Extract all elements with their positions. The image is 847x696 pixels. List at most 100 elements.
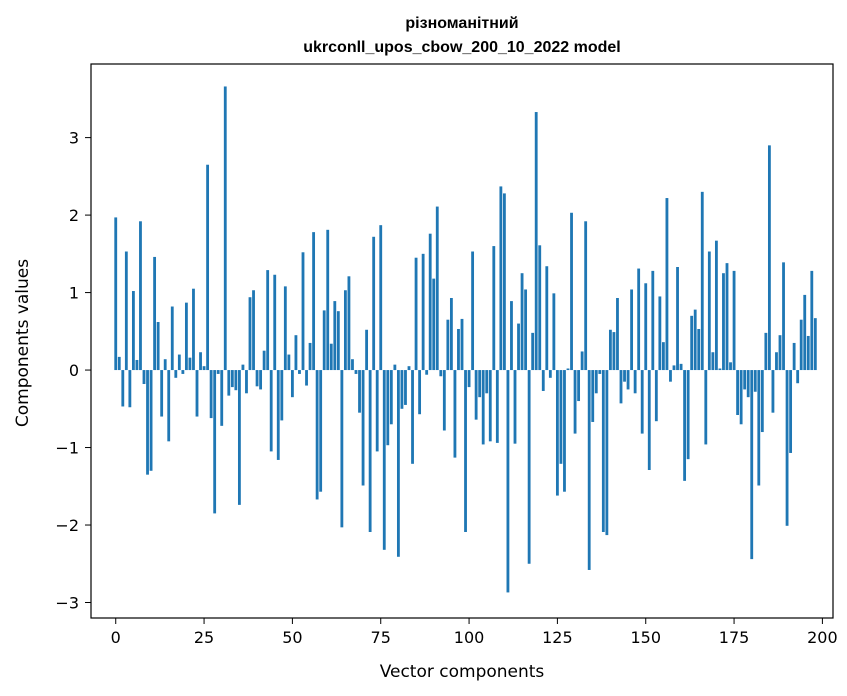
- bar: [552, 293, 556, 371]
- bar: [167, 370, 171, 442]
- bar: [654, 370, 658, 422]
- bar: [796, 370, 800, 384]
- bar: [707, 251, 711, 371]
- x-tick-label: 100: [454, 628, 485, 647]
- bar: [524, 289, 528, 371]
- bar: [400, 370, 404, 409]
- bar: [601, 370, 605, 532]
- bar: [771, 370, 775, 413]
- bar: [711, 352, 715, 371]
- bar: [633, 370, 637, 394]
- bar: [750, 370, 754, 560]
- bar: [700, 191, 704, 371]
- bar: [368, 370, 372, 532]
- bar: [188, 357, 192, 371]
- x-tick-label: 150: [630, 628, 661, 647]
- bar: [442, 370, 446, 431]
- bar: [644, 283, 648, 371]
- bar: [813, 318, 817, 371]
- bar: [806, 335, 810, 371]
- bar: [199, 352, 202, 371]
- bar: [732, 270, 736, 371]
- bar: [630, 289, 634, 371]
- bar: [474, 370, 478, 420]
- bar: [778, 335, 782, 371]
- bar: [760, 370, 764, 433]
- bar: [121, 370, 125, 407]
- bar: [252, 290, 255, 371]
- bar: [262, 350, 266, 371]
- bar: [789, 370, 793, 453]
- bar: [435, 206, 439, 371]
- bar: [718, 368, 722, 371]
- bar: [746, 370, 750, 398]
- bar: [457, 328, 460, 371]
- bar: [322, 310, 326, 371]
- bar: [404, 370, 407, 405]
- bar: [202, 366, 206, 371]
- bar: [446, 319, 450, 371]
- bar: [237, 370, 241, 505]
- bar: [280, 370, 284, 421]
- y-axis-label: Components values: [13, 259, 33, 427]
- bar: [382, 370, 386, 550]
- bar: [704, 370, 708, 445]
- bar: [396, 370, 400, 557]
- bar: [453, 370, 457, 458]
- bar: [580, 351, 584, 371]
- bar: [782, 262, 785, 371]
- bar: [421, 253, 425, 371]
- bar: [340, 370, 344, 528]
- bar: [722, 273, 725, 371]
- y-tick-label: 2: [69, 206, 79, 225]
- bar: [729, 362, 732, 371]
- bar: [676, 267, 679, 371]
- bar: [114, 217, 118, 371]
- bar: [690, 315, 694, 371]
- bar: [799, 319, 803, 371]
- bar: [467, 370, 471, 388]
- bar: [241, 364, 245, 371]
- bar: [361, 370, 365, 486]
- bar: [298, 370, 301, 374]
- y-tick-label: 3: [69, 129, 79, 148]
- bar: [206, 164, 210, 371]
- bar: [407, 366, 411, 371]
- bar: [365, 329, 369, 371]
- bar: [290, 370, 294, 398]
- bar: [686, 370, 690, 460]
- bar: [527, 370, 531, 564]
- bar: [510, 301, 513, 371]
- bar: [245, 370, 248, 394]
- bar: [492, 246, 496, 371]
- bar: [195, 370, 199, 417]
- bar: [481, 370, 485, 445]
- bar: [495, 370, 499, 443]
- bar: [594, 370, 598, 394]
- bar: [608, 329, 612, 371]
- y-tick-label: 1: [69, 284, 79, 303]
- bar: [375, 370, 379, 452]
- bar: [301, 252, 305, 371]
- bar: [149, 370, 153, 471]
- bar: [651, 270, 655, 371]
- chart-title: різноманітний: [405, 15, 518, 32]
- bar: [411, 370, 414, 464]
- bar: [683, 370, 687, 481]
- bar: [287, 354, 291, 371]
- y-tick-label: 0: [69, 361, 79, 380]
- bar: [117, 356, 121, 371]
- bar: [372, 236, 376, 371]
- bar: [220, 370, 224, 426]
- bar: [460, 318, 464, 371]
- bar: [577, 370, 581, 402]
- bar: [312, 232, 316, 371]
- bar: [541, 370, 545, 391]
- bar: [587, 370, 591, 570]
- bar: [163, 359, 167, 371]
- bar: [414, 257, 418, 371]
- y-tick-label: −2: [55, 516, 79, 535]
- bar: [619, 370, 623, 404]
- bar: [767, 145, 771, 371]
